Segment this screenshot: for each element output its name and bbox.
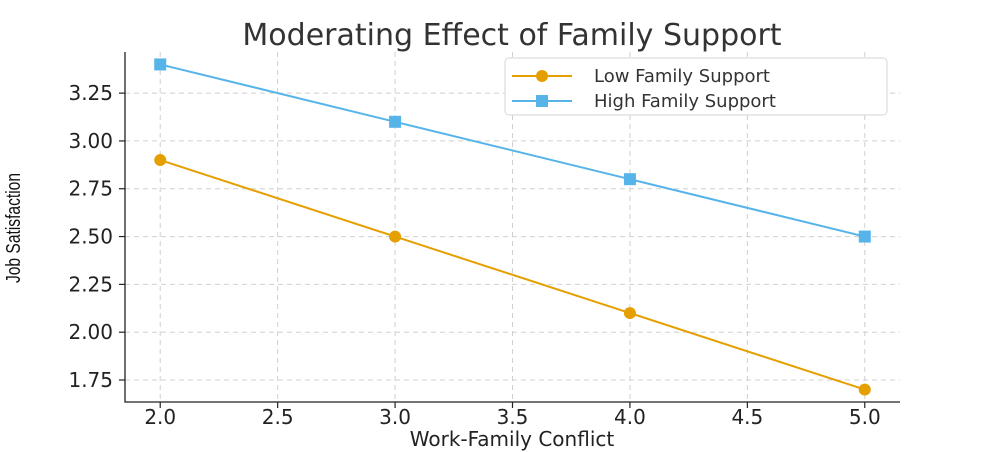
y-tick-label: 2.00 [68,320,113,344]
data-point-circle [858,383,871,396]
series-line-1 [159,159,866,391]
data-point-square [858,230,871,243]
x-ticks: 2.0 2.5 3.0 3.5 4.0 4.5 5.0 [144,402,881,429]
x-tick-label: 2.0 [144,405,176,429]
data-point-square [389,115,402,128]
legend-marker-circle [536,70,548,82]
data-point-circle [154,154,167,167]
x-tick-label: 3.0 [379,405,411,429]
x-tick-label: 3.5 [497,405,529,429]
legend-label: Low Family Support [594,66,770,87]
legend: Low Family Support High Family Support [504,57,888,116]
legend-label: High Family Support [594,91,776,112]
x-tick-label: 4.5 [731,405,763,429]
legend-box [504,57,888,116]
y-tick-label: 3.00 [68,129,113,153]
y-tick-label: 3.25 [68,81,113,105]
y-ticks: 1.75 2.00 2.25 2.50 2.75 3.00 3.25 [68,81,125,392]
legend-marker-square [536,95,548,107]
y-tick-label: 2.50 [68,225,113,249]
data-point-circle [623,307,636,320]
y-tick-label: 2.25 [68,272,113,296]
x-tick-label: 4.0 [614,405,646,429]
y-tick-label: 1.75 [68,368,113,392]
axes-spines [124,52,900,403]
data-point-square [623,173,636,186]
y-axis-label: Job Satisfaction [2,173,24,283]
x-axis-label: Work-Family Conflict [410,427,615,451]
x-tick-label: 5.0 [849,405,881,429]
y-tick-label: 2.75 [68,177,113,201]
series-line-2 [159,63,866,238]
data-point-square [154,58,167,71]
series-layer [154,58,871,396]
chart-title: Moderating Effect of Family Support [242,18,781,53]
x-tick-label: 2.5 [262,405,294,429]
data-point-circle [389,230,402,243]
